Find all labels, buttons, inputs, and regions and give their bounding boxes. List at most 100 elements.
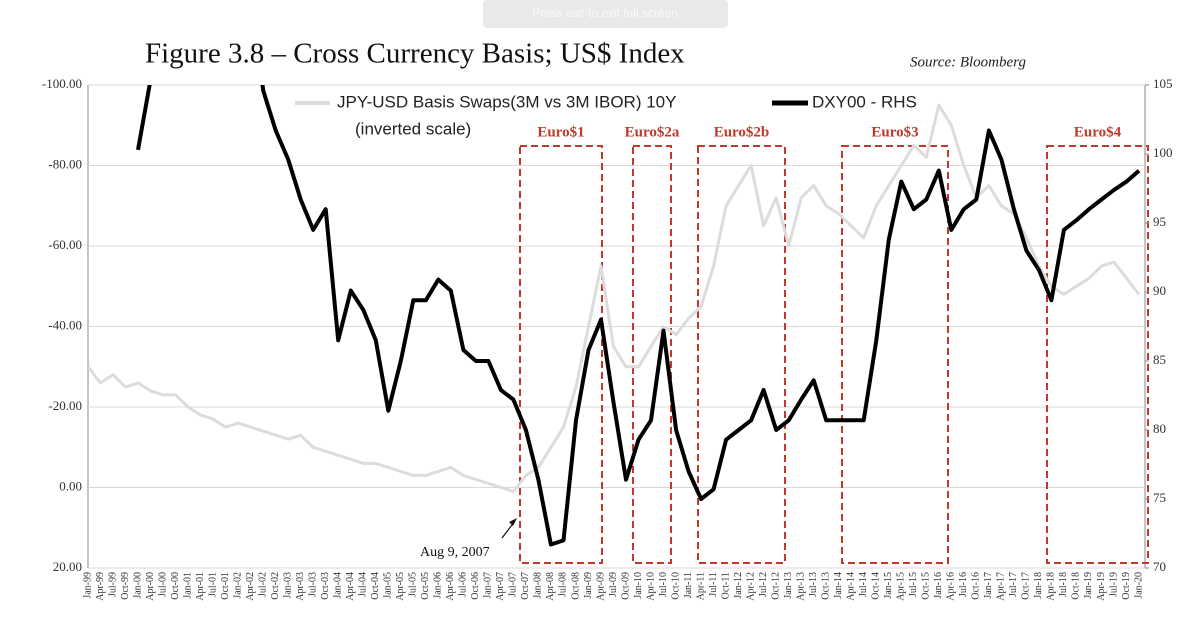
- x-tick-label: Oct-11: [720, 572, 731, 599]
- y-tick-label: -100.00: [42, 76, 82, 91]
- y-tick-label: -20.00: [48, 398, 82, 413]
- series-line: [136, 85, 1141, 547]
- x-tick-label: Apr-09: [595, 572, 606, 601]
- x-tick-label: Jan-02: [232, 572, 243, 599]
- x-tick-label: Apr-06: [445, 572, 456, 601]
- x-tick-label: Jul-12: [758, 572, 769, 597]
- y2-tick-label: 100: [1153, 145, 1173, 160]
- x-tick-label: Jul-03: [308, 572, 319, 597]
- x-tick-label: Apr-12: [745, 572, 756, 601]
- x-tick-label: Apr-17: [996, 572, 1007, 601]
- x-tick-label: Apr-01: [195, 572, 206, 601]
- x-tick-label: Jan-16: [933, 572, 944, 599]
- x-tick-label: Apr-02: [245, 572, 256, 601]
- legend-label: JPY-USD Basis Swaps(3M vs 3M IBOR) 10Y: [337, 92, 676, 111]
- y2-tick-label: 80: [1153, 421, 1166, 436]
- x-tick-label: Jan-13: [783, 572, 794, 599]
- x-tick-label: Oct-00: [170, 572, 181, 600]
- x-tick-label: Jul-04: [358, 572, 369, 597]
- x-tick-label: Jan-99: [82, 572, 93, 599]
- x-tick-label: Apr-00: [145, 572, 156, 601]
- x-tick-label: Jul-06: [458, 572, 469, 597]
- y-tick-label: -40.00: [48, 317, 82, 332]
- x-tick-label: Apr-03: [295, 572, 306, 601]
- x-tick-label: Jul-02: [257, 572, 268, 597]
- x-tick-label: Jul-16: [958, 572, 969, 597]
- x-tick-label: Oct-99: [120, 572, 131, 600]
- x-tick-label: Jan-20: [1133, 572, 1144, 599]
- region-box: [841, 145, 949, 564]
- x-tick-label: Jan-10: [633, 572, 644, 599]
- region-label: Euro$1: [537, 124, 584, 140]
- x-tick-label: Apr-07: [495, 572, 506, 601]
- x-tick-label: Apr-08: [545, 572, 556, 601]
- x-tick-label: Jan-17: [983, 572, 994, 599]
- x-tick-label: Jan-09: [583, 572, 594, 599]
- x-tick-label: Oct-01: [220, 572, 231, 600]
- x-tick-label: Oct-02: [270, 572, 281, 600]
- x-tick-label: Oct-15: [921, 572, 932, 600]
- x-tick-label: Jul-11: [708, 572, 719, 597]
- x-tick-label: Oct-04: [370, 572, 381, 600]
- x-tick-label: Jan-11: [683, 572, 694, 598]
- y2-tick-label: 95: [1153, 214, 1166, 229]
- annotation-arrowhead: [509, 518, 517, 526]
- x-tick-label: Jan-08: [533, 572, 544, 599]
- y2-tick-label: 85: [1153, 352, 1166, 367]
- x-tick-label: Jan-15: [883, 572, 894, 599]
- x-tick-label: Jul-08: [558, 572, 569, 597]
- x-tick-label: Jan-05: [383, 572, 394, 599]
- y2-tick-label: 70: [1153, 559, 1166, 574]
- x-tick-label: Jan-18: [1033, 572, 1044, 599]
- x-tick-label: Oct-06: [470, 572, 481, 600]
- y2-tick-label: 105: [1153, 76, 1173, 91]
- region-label: Euro$3: [871, 124, 918, 140]
- x-tick-label: Oct-19: [1121, 572, 1132, 600]
- y-tick-label: -60.00: [48, 237, 82, 252]
- region-box: [1046, 145, 1149, 564]
- series-line: [88, 103, 1141, 493]
- x-tick-label: Oct-13: [820, 572, 831, 600]
- x-tick-label: Jul-17: [1008, 572, 1019, 597]
- x-tick-label: Jan-04: [333, 572, 344, 599]
- x-tick-label: Jul-00: [157, 572, 168, 597]
- y2-tick-label: 90: [1153, 283, 1166, 298]
- x-tick-label: Jan-14: [833, 572, 844, 599]
- x-tick-label: Jul-15: [908, 572, 919, 597]
- x-tick-label: Apr-14: [846, 572, 857, 601]
- x-tick-label: Jul-07: [508, 572, 519, 597]
- overlay-text: Press esc to exit full screen: [532, 6, 678, 20]
- x-tick-label: Jan-03: [282, 572, 293, 599]
- y2-tick-label: 75: [1153, 490, 1166, 505]
- chart-title: Figure 3.8 – Cross Currency Basis; US$ I…: [145, 38, 685, 70]
- x-tick-label: Oct-08: [570, 572, 581, 600]
- x-tick-label: Apr-11: [695, 572, 706, 600]
- x-tick-label: Jul-18: [1058, 572, 1069, 597]
- x-tick-label: Oct-16: [971, 572, 982, 600]
- region-label: Euro$2b: [714, 124, 770, 140]
- x-tick-label: Oct-12: [770, 572, 781, 600]
- y-tick-label: 20.00: [53, 559, 82, 574]
- x-tick-label: Jan-06: [433, 572, 444, 599]
- x-tick-label: Oct-18: [1071, 572, 1082, 600]
- annotation: Aug 9, 2007: [420, 545, 490, 560]
- lines: [88, 85, 1141, 547]
- region-box: [519, 145, 603, 564]
- x-tick-label: Jan-07: [483, 572, 494, 599]
- x-tick-label: Apr-10: [645, 572, 656, 601]
- x-tick-label: Apr-99: [95, 572, 106, 601]
- x-tick-label: Oct-17: [1021, 572, 1032, 600]
- x-tick-label: Jan-12: [733, 572, 744, 599]
- x-tick-label: Oct-14: [871, 572, 882, 600]
- regions: Euro$1 Euro$2a Euro$2b Euro$3 Euro$4: [519, 124, 1149, 564]
- x-tick-label: Jul-99: [107, 572, 118, 597]
- x-tick-label: Apr-13: [795, 572, 806, 601]
- x-tick-label: Jul-13: [808, 572, 819, 597]
- x-tick-label: Oct-03: [320, 572, 331, 600]
- x-tick-label: Jan-00: [132, 572, 143, 599]
- x-tick-label: Oct-05: [420, 572, 431, 600]
- x-tick-label: Apr-05: [395, 572, 406, 601]
- x-tick-label: Jul-09: [608, 572, 619, 597]
